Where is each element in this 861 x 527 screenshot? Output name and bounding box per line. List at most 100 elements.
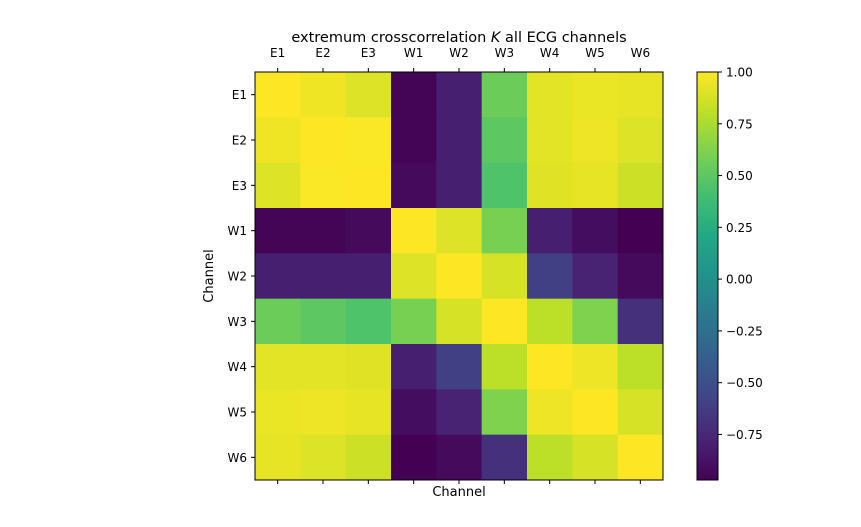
y-tick-label: W5: [228, 406, 248, 420]
colorbar-tick-label: −0.50: [726, 376, 763, 390]
heatmap-cell-W1-W3: [481, 208, 528, 254]
heatmap-cell-E1-E3: [345, 72, 392, 118]
heatmap-cell-W3-W3: [481, 298, 528, 345]
y-tick-label: E2: [232, 134, 247, 148]
x-tick-label: W1: [404, 46, 424, 60]
heatmap-cell-E1-E1: [255, 72, 301, 118]
heatmap-cell-W6-W5: [572, 434, 619, 481]
colorbar-tick-label: −0.25: [726, 324, 763, 338]
heatmap-cell-E2-W2: [436, 117, 483, 164]
heatmap-cell-W2-W5: [572, 253, 619, 300]
heatmap-cell-W3-W4: [527, 298, 573, 345]
heatmap-cell-E2-E1: [255, 117, 301, 164]
heatmap-cell-W2-E2: [300, 253, 347, 300]
heatmap-cell-W3-W2: [436, 298, 483, 345]
heatmap-cell-W5-W4: [527, 389, 573, 436]
heatmap-cell-W5-E3: [345, 389, 392, 436]
x-tick-label: E3: [361, 46, 376, 60]
heatmap-cell-E1-W4: [527, 72, 573, 118]
y-axis-label: Channel: [202, 249, 217, 302]
heatmap-cell-W6-W3: [481, 434, 528, 481]
heatmap-cell-E3-E3: [345, 162, 392, 209]
x-tick-label: E1: [270, 46, 285, 60]
heatmap-cell-E3-W2: [436, 162, 483, 209]
y-tick-label: W4: [228, 360, 248, 374]
y-tick-label: W3: [228, 315, 248, 329]
colorbar-tick-label: 1.00: [726, 66, 753, 80]
heatmap-cell-W1-W6: [617, 208, 664, 254]
heatmap-cell-E1-W2: [436, 72, 483, 118]
heatmap-cell-W5-W5: [572, 389, 619, 436]
heatmap-cell-E3-W6: [617, 162, 664, 209]
heatmap-cell-W5-W2: [436, 389, 483, 436]
heatmap-cell-E3-W1: [391, 162, 437, 209]
colorbar-tick-label: 0.00: [726, 273, 753, 287]
chart-title: extremum crosscorrelation K all ECG chan…: [291, 30, 626, 46]
colorbar-gradient: [696, 71, 719, 481]
heatmap-cell-W6-W1: [391, 434, 437, 481]
heatmap-cell-E3-E1: [255, 162, 301, 209]
heatmap-cells: [255, 72, 664, 481]
heatmap-cell-W3-W6: [617, 298, 664, 345]
heatmap-cell-W4-E1: [255, 344, 301, 390]
heatmap-cell-W3-W5: [572, 298, 619, 345]
heatmap-cell-W5-E2: [300, 389, 347, 436]
heatmap-cell-W3-E3: [345, 298, 392, 345]
x-tick-label: W3: [495, 46, 515, 60]
y-tick-label: E3: [232, 179, 247, 193]
heatmap-cell-W4-W4: [527, 344, 573, 390]
heatmap-cell-W1-E3: [345, 208, 392, 254]
heatmap-cell-E1-W3: [481, 72, 528, 118]
heatmap-cell-E3-W4: [527, 162, 573, 209]
heatmap-cell-W4-E2: [300, 344, 347, 390]
x-tick-label: W6: [631, 46, 651, 60]
heatmap-cell-E3-W3: [481, 162, 528, 209]
heatmap-cell-W1-W1: [391, 208, 437, 254]
heatmap-cell-E2-E2: [300, 117, 347, 164]
x-axis-label: Channel: [432, 485, 485, 500]
heatmap-cell-W4-W3: [481, 344, 528, 390]
heatmap-cell-E1-W6: [617, 72, 664, 118]
heatmap-cell-E3-W5: [572, 162, 619, 209]
heatmap-cell-E1-W1: [391, 72, 437, 118]
heatmap-cell-W2-W1: [391, 253, 437, 300]
heatmap-cell-W3-E2: [300, 298, 347, 345]
heatmap-cell-W5-W3: [481, 389, 528, 436]
heatmap-cell-W6-W6: [617, 434, 664, 481]
heatmap-cell-E1-W5: [572, 72, 619, 118]
heatmap-cell-W2-W6: [617, 253, 664, 300]
heatmap-cell-W5-W1: [391, 389, 437, 436]
heatmap-cell-E2-W5: [572, 117, 619, 164]
heatmap-cell-W6-W2: [436, 434, 483, 481]
heatmap-cell-E2-W1: [391, 117, 437, 164]
heatmap-cell-W6-E3: [345, 434, 392, 481]
heatmap-cell-E1-E2: [300, 72, 347, 118]
heatmap-cell-W5-E1: [255, 389, 301, 436]
heatmap-cell-E2-W4: [527, 117, 573, 164]
x-tick-label: E2: [315, 46, 330, 60]
heatmap-cell-W4-E3: [345, 344, 392, 390]
heatmap-cell-W1-W2: [436, 208, 483, 254]
y-tick-label: W6: [228, 451, 248, 465]
y-tick-label: E1: [232, 88, 247, 102]
y-tick-label: W2: [228, 270, 248, 284]
heatmap-cell-W4-W2: [436, 344, 483, 390]
heatmap-cell-W3-E1: [255, 298, 301, 345]
heatmap-cell-E2-W6: [617, 117, 664, 164]
colorbar-tick-label: 0.75: [726, 117, 753, 131]
x-tick-labels: E1 E2 E3 W1 W2 W3 W4 W5 W6: [270, 46, 650, 484]
heatmap-cell-W6-W4: [527, 434, 573, 481]
x-tick-label: W2: [449, 46, 469, 60]
heatmap-cell-W2-E1: [255, 253, 301, 300]
heatmap-cell-E3-E2: [300, 162, 347, 209]
colorbar-tick-label: −0.75: [726, 428, 763, 442]
heatmap-cell-W1-E1: [255, 208, 301, 254]
heatmap-cell-W2-W4: [527, 253, 573, 300]
colorbar-tick-label: 0.25: [726, 221, 753, 235]
heatmap-cell-W3-W1: [391, 298, 437, 345]
y-tick-label: W1: [228, 224, 248, 238]
colorbar: 1.00 0.75 0.50 0.25 0.00 −0.25 −0.50 −0.75: [696, 66, 763, 481]
heatmap-cell-W6-E1: [255, 434, 301, 481]
heatmap-cell-W5-W6: [617, 389, 664, 436]
